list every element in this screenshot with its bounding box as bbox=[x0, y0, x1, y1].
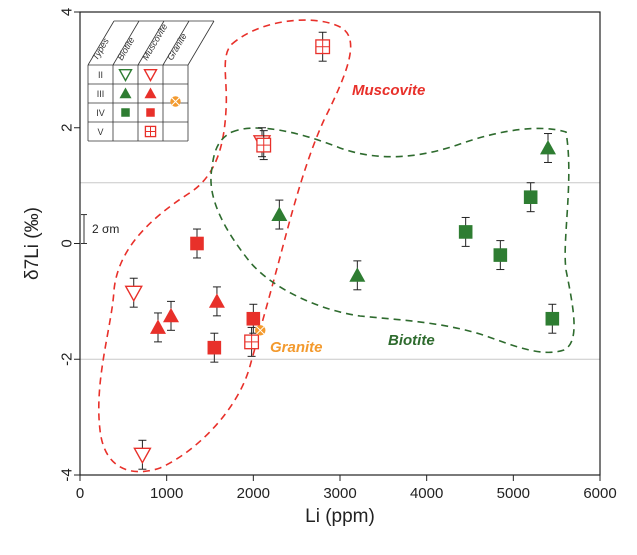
legend-biotite-iv bbox=[121, 108, 130, 117]
muscovite-iv-point bbox=[190, 236, 204, 251]
x-tick-label: 2000 bbox=[237, 485, 270, 502]
x-tick-label: 0 bbox=[76, 485, 84, 502]
muscovite-iv-point bbox=[246, 311, 261, 326]
legend-header-biotite: Biotite bbox=[115, 35, 136, 62]
muscovite-iii-point bbox=[163, 307, 179, 323]
biotite-envelope bbox=[210, 127, 575, 354]
y-tick-label: 0 bbox=[58, 239, 75, 247]
x-tick-label: 6000 bbox=[583, 485, 616, 502]
legend-biotite-ii bbox=[118, 68, 133, 82]
legend-muscovite-iii bbox=[144, 87, 157, 99]
biotite-iii-point bbox=[271, 206, 288, 221]
legend-header-line bbox=[162, 20, 190, 66]
plot-frame bbox=[79, 11, 601, 476]
muscovite-ii-point bbox=[124, 285, 143, 303]
legend-header-line bbox=[187, 20, 215, 66]
y-tick-label: -2 bbox=[58, 353, 75, 366]
marker-cross-b bbox=[256, 326, 265, 335]
biotite-iii-point bbox=[349, 267, 366, 282]
marker-cross-b bbox=[171, 97, 180, 106]
legend-header-line bbox=[87, 20, 115, 66]
biotite-iv-point bbox=[458, 225, 473, 239]
biotite-iii-point bbox=[540, 140, 556, 155]
legend-row-label-iv: IV bbox=[96, 108, 105, 118]
reference-lines bbox=[80, 182, 600, 360]
muscovite-v-point bbox=[244, 334, 260, 350]
muscovite-ii-point bbox=[133, 447, 152, 465]
legend-header-line bbox=[112, 20, 140, 66]
annotation-biotite: Biotite bbox=[388, 332, 435, 349]
x-tick-label: 4000 bbox=[410, 485, 443, 502]
x-axis-title: Li (ppm) bbox=[305, 506, 375, 527]
muscovite-iv-point bbox=[207, 340, 222, 355]
legend-header-granite: Granite bbox=[165, 32, 189, 62]
legend-row-label-ii: II bbox=[98, 70, 103, 80]
x-tick-label: 5000 bbox=[497, 485, 530, 502]
biotite-iv-point bbox=[523, 190, 538, 204]
biotite-iv-point bbox=[545, 311, 560, 326]
muscovite-v-point bbox=[256, 137, 272, 153]
legend-row-label-v: V bbox=[97, 127, 103, 137]
legend-granite bbox=[170, 96, 181, 107]
legend-header-line bbox=[137, 20, 165, 66]
muscovite-iii-point bbox=[150, 319, 166, 334]
y-axis-title: δ7Li (‰) bbox=[22, 207, 43, 280]
biotite-iv-point bbox=[493, 248, 508, 262]
y-tick-label: -4 bbox=[58, 468, 75, 481]
granite-iii-point bbox=[255, 325, 266, 336]
legend-biotite-iii bbox=[119, 87, 132, 99]
legend-row-label-iii: III bbox=[97, 89, 105, 99]
error-scale-bar: 2 σm bbox=[81, 214, 119, 244]
legend-muscovite-v bbox=[144, 125, 157, 138]
error-bar-label: 2 σm bbox=[92, 222, 119, 236]
x-tick-label: 1000 bbox=[150, 485, 183, 502]
annotation-granite: Granite bbox=[270, 339, 323, 356]
legend-muscovite-iv bbox=[146, 108, 155, 117]
data-points bbox=[124, 31, 560, 470]
x-tick-label: 3000 bbox=[323, 485, 356, 502]
y-tick-label: 4 bbox=[58, 8, 75, 16]
envelopes bbox=[98, 19, 575, 473]
annotation-muscovite: Muscovite bbox=[352, 82, 425, 99]
legend-muscovite-ii bbox=[143, 68, 158, 82]
legend-header-types: Types bbox=[90, 36, 111, 62]
y-tick-label: 2 bbox=[58, 124, 75, 132]
muscovite-v-point bbox=[315, 39, 331, 55]
muscovite-envelope bbox=[98, 19, 352, 473]
muscovite-iii-point bbox=[208, 293, 225, 308]
axis-ticks: 0 1000 2000 3000 4000 5000 6000 -4 -2 0 2 4 bbox=[58, 8, 616, 502]
